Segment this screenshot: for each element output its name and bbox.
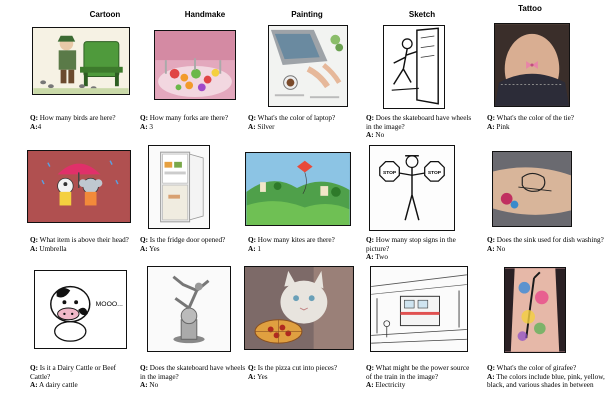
column-header-cartoon: Cartoon (89, 10, 121, 19)
handmake-metal-sculpture-image (147, 266, 231, 352)
column-header-tattoo: Tattoo (518, 4, 542, 13)
handmake-fruits-forks-image (154, 30, 236, 100)
sketch-train-station-image (370, 266, 468, 352)
cartoon-old-man-bench-image (32, 27, 130, 95)
caption-handmake-row1: Q: How many forks are there? A: 3 (140, 114, 229, 131)
caption-painting-row2: Q: How many kites are there? A: 1 (248, 236, 335, 253)
caption-sketch-row2: Q: How many stop signs in the picture? A… (366, 236, 456, 262)
tattoo-pink-bow-image (494, 23, 570, 107)
caption-painting-row1: Q: What's the color of laptop? A: Silver (248, 114, 336, 131)
caption-handmake-row3: Q: Does the skateboard have wheels in th… (140, 364, 246, 390)
painting-laptop-coffee-image (268, 25, 348, 107)
caption-sketch-row3: Q: What might be the power source of the… (366, 364, 470, 390)
caption-painting-row3: Q: Is the pizza cut into pieces? A: Yes (248, 364, 338, 381)
cartoon-umbrella-image (27, 150, 131, 223)
caption-cartoon-row1: Q: How many birds are here? A:4 (30, 114, 116, 131)
caption-tattoo-row3: Q: What's the color of girafee? A: The c… (487, 364, 605, 390)
stop-sign-right-text: STOP (428, 170, 442, 176)
caption-handmake-row2: Q: Is the fridge door opened? A: Yes (140, 236, 226, 253)
caption-cartoon-row3: Q: Is it a Dairy Cattle or Beef Cattle? … (30, 364, 117, 390)
painting-kite-landscape-image (245, 152, 351, 226)
caption-tattoo-row2: Q: Does the sink used for dish washing? … (487, 236, 604, 253)
tattoo-arm-sink-image (492, 151, 572, 227)
column-header-painting: Painting (291, 10, 323, 19)
column-header-handmake: Handmake (184, 10, 226, 19)
tattoo-giraffe-image (504, 267, 566, 353)
column-header-sketch: Sketch (408, 10, 436, 19)
cartoon-cow-image: MOOO... (34, 270, 127, 349)
caption-tattoo-row1: Q: What's the color of the tie? A: Pink (487, 114, 574, 131)
caption-cartoon-row2: Q: What item is above their head? A: Umb… (30, 236, 129, 253)
stop-sign-left-text: STOP (383, 170, 397, 176)
sketch-door-figure-image (383, 25, 445, 109)
caption-sketch-row1: Q: Does the skateboard have wheels in th… (366, 114, 472, 140)
painting-cat-pizza-image (244, 266, 354, 350)
handmake-fridge-image (148, 145, 210, 229)
sketch-stop-signs-image: STOP STOP (369, 145, 455, 231)
cow-moo-text: MOOO... (96, 301, 123, 308)
